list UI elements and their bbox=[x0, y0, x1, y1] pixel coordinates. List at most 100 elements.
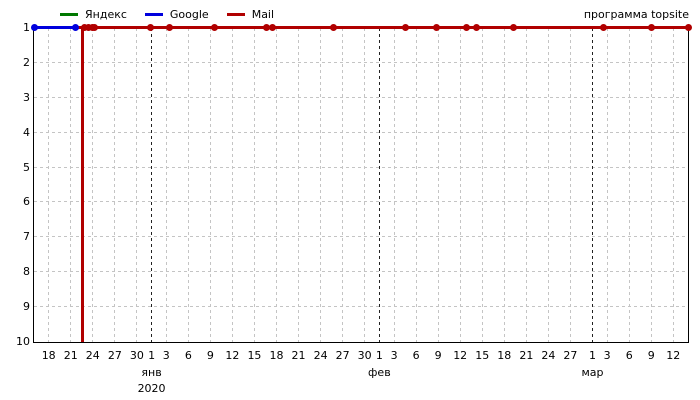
x-tick-label: 6 bbox=[625, 349, 633, 362]
legend-line-swatch bbox=[60, 13, 78, 16]
x-tick-label: 9 bbox=[647, 349, 655, 362]
data-point-marker-mail bbox=[263, 24, 271, 31]
series-vertical-line-mail bbox=[80, 27, 84, 342]
v-gridline bbox=[569, 27, 571, 342]
h-gridline bbox=[34, 201, 688, 203]
y-tick-label: 10 bbox=[16, 335, 30, 348]
v-gridline bbox=[547, 27, 549, 342]
x-tick-label: 30 bbox=[357, 349, 372, 362]
y-tick-label: 7 bbox=[23, 230, 30, 244]
data-point-marker-mail bbox=[91, 24, 99, 31]
x-tick-label: 3 bbox=[390, 349, 398, 362]
v-gridline bbox=[253, 27, 255, 342]
h-gridline bbox=[34, 61, 688, 63]
data-point-marker-mail bbox=[684, 24, 692, 31]
x-tick-label: 30 bbox=[129, 349, 144, 362]
x-tick-label: 6 bbox=[412, 349, 420, 362]
data-point-marker-mail bbox=[166, 24, 174, 31]
x-tick-label: 1 bbox=[148, 349, 156, 362]
series-line-google bbox=[34, 26, 76, 29]
v-gridline bbox=[628, 27, 630, 342]
x-tick-label: 21 bbox=[63, 349, 78, 362]
v-gridline bbox=[415, 27, 417, 342]
watermark-label: программа topsite bbox=[583, 8, 689, 21]
right-border-line bbox=[688, 27, 689, 342]
data-point-marker-mail bbox=[599, 24, 607, 31]
data-point-marker-mail bbox=[146, 24, 154, 31]
legend-item-mail: Mail bbox=[226, 8, 275, 21]
v-gridline bbox=[672, 27, 674, 342]
v-gridline bbox=[165, 27, 167, 342]
x-tick-label: 27 bbox=[563, 349, 578, 362]
data-point-marker-mail bbox=[433, 24, 441, 31]
v-gridline bbox=[320, 27, 322, 342]
v-gridline bbox=[481, 27, 483, 342]
month-label: янв bbox=[141, 366, 162, 379]
x-tick-label: 3 bbox=[603, 349, 611, 362]
y-tick-label: 3 bbox=[23, 90, 30, 104]
month-boundary-line bbox=[151, 27, 153, 342]
x-tick-label: 1 bbox=[375, 349, 383, 362]
v-gridline bbox=[209, 27, 211, 342]
h-gridline bbox=[34, 96, 688, 98]
x-tick-label: 9 bbox=[206, 349, 214, 362]
v-gridline bbox=[70, 27, 72, 342]
v-gridline bbox=[187, 27, 189, 342]
data-point-marker-mail bbox=[472, 24, 480, 31]
legend-line-swatch bbox=[226, 13, 245, 16]
h-gridline bbox=[34, 236, 688, 238]
legend-label: Mail bbox=[251, 8, 275, 21]
legend-label: Google bbox=[169, 8, 209, 21]
x-tick-label: 24 bbox=[541, 349, 556, 362]
y-tick-label: 4 bbox=[23, 125, 30, 139]
data-point-marker-mail bbox=[329, 24, 337, 31]
data-point-marker-mail bbox=[81, 24, 89, 31]
data-point-marker-mail bbox=[463, 24, 471, 31]
h-gridline bbox=[34, 131, 688, 133]
v-gridline bbox=[393, 27, 395, 342]
x-tick-label: 24 bbox=[85, 349, 100, 362]
legend-label: Яндекс bbox=[85, 8, 127, 21]
legend-line-swatch bbox=[144, 13, 163, 16]
h-gridline bbox=[34, 271, 688, 273]
data-point-marker-google bbox=[30, 24, 38, 31]
chart-legend: Яндекс Google Mail bbox=[60, 8, 274, 21]
v-gridline bbox=[275, 27, 277, 342]
x-tick-label: 15 bbox=[475, 349, 490, 362]
x-tick-label: 12 bbox=[225, 349, 240, 362]
month-label: фев bbox=[368, 366, 391, 379]
h-gridline bbox=[34, 306, 688, 308]
y-tick-label: 5 bbox=[23, 160, 30, 174]
data-point-marker-mail bbox=[84, 24, 92, 31]
v-gridline bbox=[298, 27, 300, 342]
data-point-marker-mail bbox=[647, 24, 655, 31]
x-tick-label: 18 bbox=[41, 349, 56, 362]
x-tick-label: 18 bbox=[269, 349, 284, 362]
x-tick-label: 6 bbox=[184, 349, 192, 362]
x-tick-label: 21 bbox=[519, 349, 534, 362]
x-tick-label: 24 bbox=[313, 349, 328, 362]
y-tick-label: 8 bbox=[23, 265, 30, 279]
v-gridline bbox=[48, 27, 50, 342]
v-gridline bbox=[92, 27, 94, 342]
x-axis-line bbox=[33, 341, 689, 343]
x-tick-label: 27 bbox=[107, 349, 122, 362]
y-tick-label: 2 bbox=[23, 55, 30, 69]
x-tick-label: 18 bbox=[497, 349, 512, 362]
x-tick-label: 3 bbox=[162, 349, 170, 362]
v-gridline bbox=[459, 27, 461, 342]
v-gridline bbox=[525, 27, 527, 342]
data-point-marker-mail bbox=[269, 24, 277, 31]
v-gridline bbox=[114, 27, 116, 342]
x-tick-label: 1 bbox=[588, 349, 596, 362]
h-gridline bbox=[34, 166, 688, 168]
v-gridline bbox=[136, 27, 138, 342]
data-point-marker-mail bbox=[402, 24, 410, 31]
x-tick-label: 21 bbox=[291, 349, 306, 362]
month-boundary-line bbox=[591, 27, 593, 342]
y-axis-line bbox=[33, 27, 34, 342]
year-label: 2020 bbox=[137, 382, 166, 395]
v-gridline bbox=[650, 27, 652, 342]
y-tick-label: 6 bbox=[23, 195, 30, 209]
